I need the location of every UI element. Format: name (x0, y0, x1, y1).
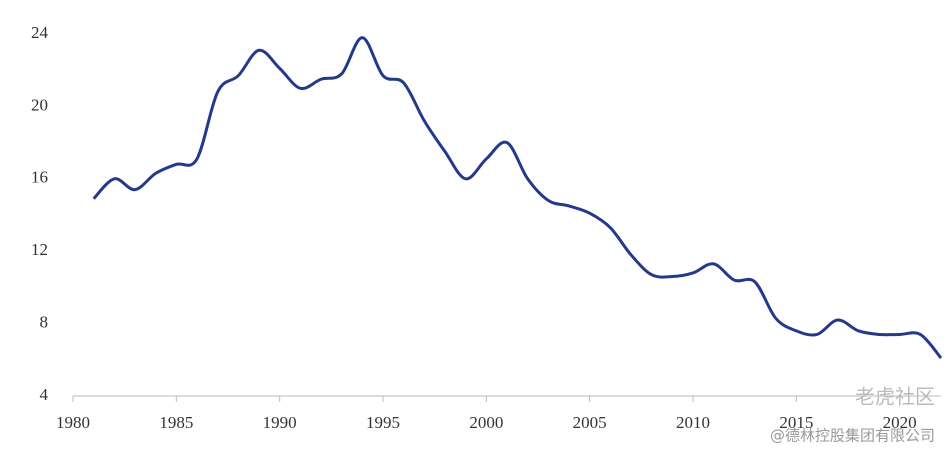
x-tick-label: 2020 (883, 413, 917, 432)
x-tick-label: 1995 (366, 413, 400, 432)
data-line (92, 36, 943, 359)
y-tick-label: 4 (40, 385, 49, 404)
y-tick-label: 20 (31, 95, 48, 114)
x-tick-label: 2000 (469, 413, 503, 432)
x-tick-label: 1985 (159, 413, 193, 432)
y-tick-label: 24 (31, 23, 49, 42)
x-tick-label: 1980 (56, 413, 90, 432)
y-tick-label: 12 (31, 240, 48, 259)
y-tick-label: 8 (40, 313, 49, 332)
x-tick-label: 2015 (779, 413, 813, 432)
credit: @德林控股集团有限公司 (770, 427, 935, 445)
x-tick-label: 2005 (573, 413, 607, 432)
x-tick-label: 1990 (263, 413, 297, 432)
y-tick-label: 16 (31, 168, 48, 187)
x-tick-label: 2010 (676, 413, 710, 432)
